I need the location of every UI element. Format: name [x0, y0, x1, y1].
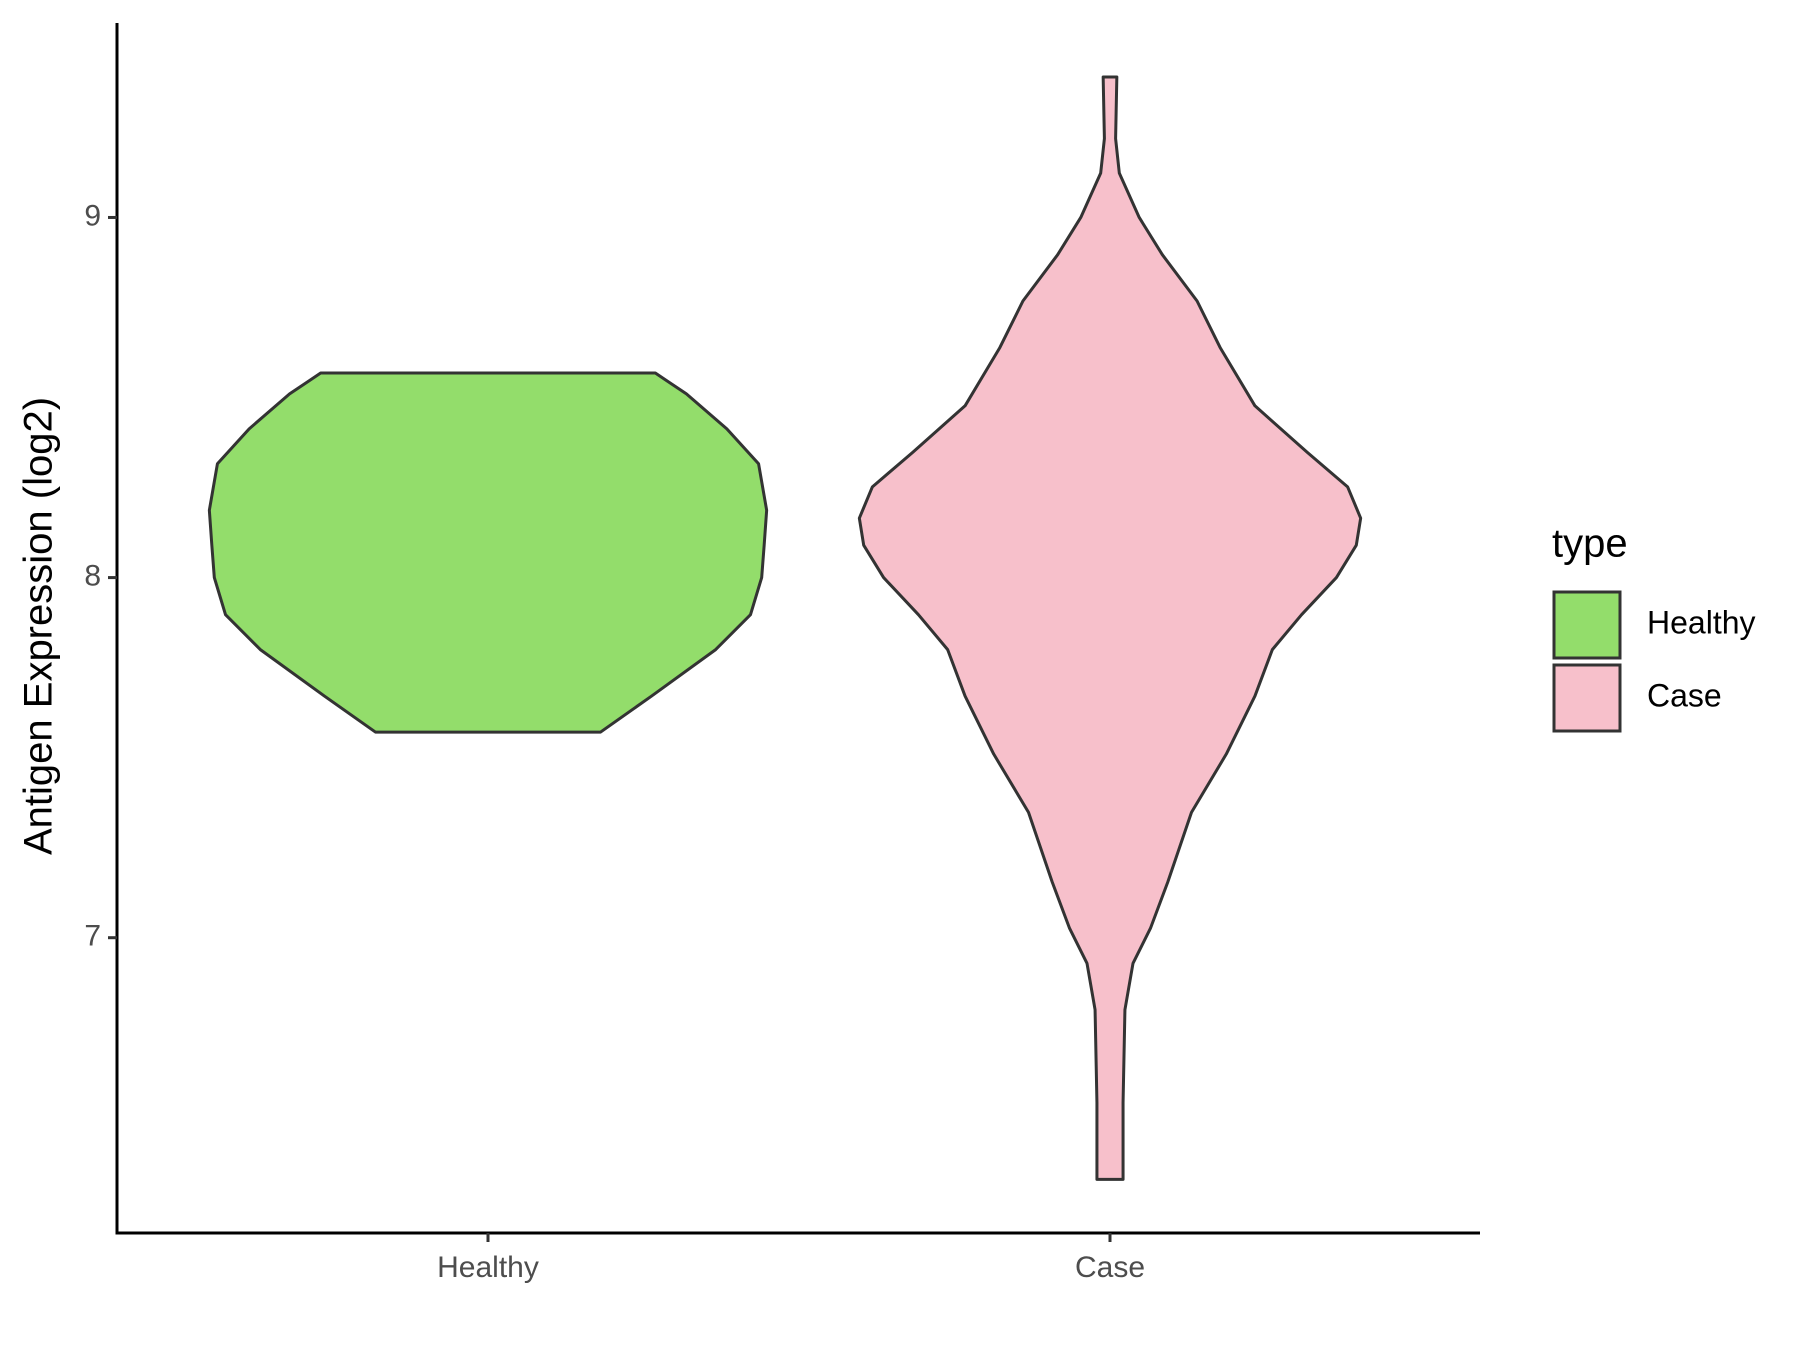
y-tick-label: 7	[84, 920, 101, 953]
legend-key	[1552, 663, 1622, 733]
y-tick-label: 8	[84, 560, 101, 593]
legend-title: type	[1552, 522, 1628, 566]
legend-label: Healthy	[1647, 604, 1756, 640]
legend-key	[1552, 590, 1622, 660]
violin	[207, 371, 769, 734]
x-tick-label: Case	[1075, 1251, 1145, 1284]
legend-label: Case	[1647, 677, 1722, 713]
x-tick-label: Healthy	[437, 1251, 539, 1284]
violin	[857, 75, 1363, 1181]
y-tick-label: 9	[84, 199, 101, 232]
y-axis-title: Antigen Expression (log2)	[17, 397, 61, 855]
